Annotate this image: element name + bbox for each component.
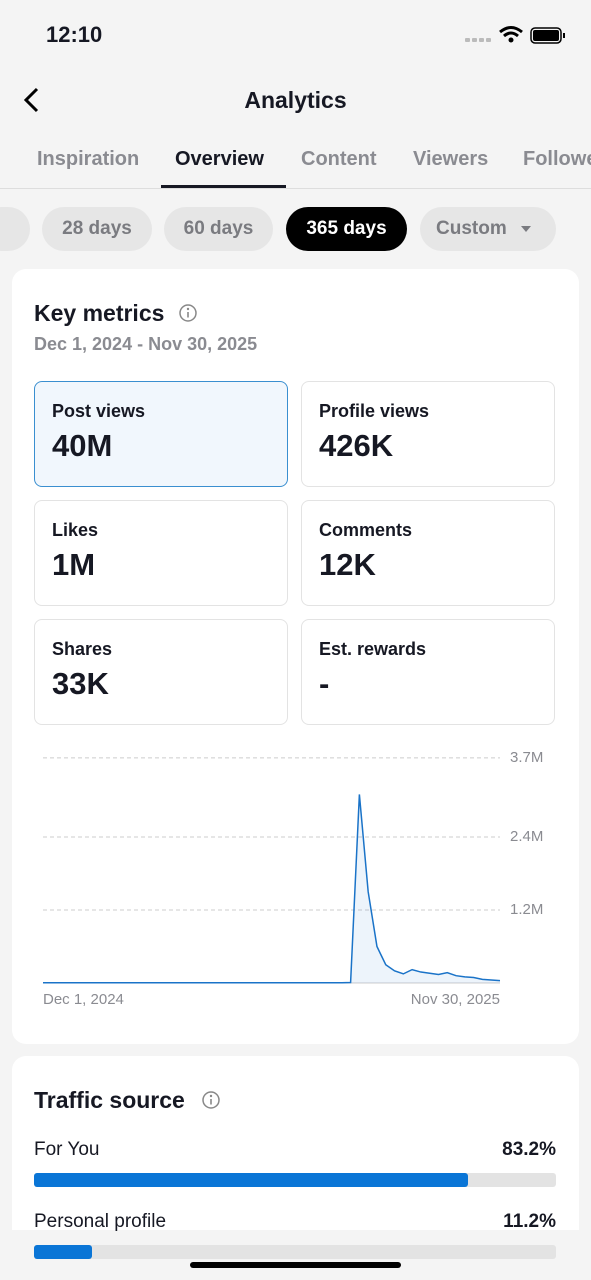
info-icon[interactable] [178,303,198,323]
tab[interactable]: Viewers [413,148,489,170]
chip-label: 60 days [183,218,254,239]
metric-value: 40M [52,428,113,463]
metric-label: Est. rewards [319,639,427,659]
metric-label: Profile views [319,401,430,421]
chip-label: 365 days [306,218,387,239]
traffic-value: 11.2% [503,1211,556,1232]
x-tick-label: Dec 1, 2024 [43,991,124,1008]
metric-label: Post views [52,401,146,421]
info-icon[interactable] [201,1090,221,1110]
status-time: 12:10 [46,22,103,47]
chart: 1.2M 2.4M 3.7M Dec 1, 2024 Nov 30, 2025 [43,749,543,1008]
traffic-track [34,1245,556,1259]
range-chip[interactable]: 28 days [42,207,152,251]
chip-label: Custom [436,218,507,239]
traffic-card [12,1056,579,1230]
y-tick-label: 2.4M [510,828,543,845]
dropdown-arrow [520,226,531,232]
y-tick-label: 1.2M [510,901,543,918]
metric-label: Comments [319,520,413,540]
y-tick-label: 3.7M [510,749,543,766]
range-chip[interactable]: 365 days [286,207,407,251]
metric-value: 12K [319,547,376,582]
range-chip[interactable] [0,207,30,251]
traffic-value: 83.2% [502,1139,556,1160]
line [43,794,501,984]
metric-value: 426K [319,428,394,463]
tab[interactable]: Overview [175,148,264,170]
metric-label: Shares [52,639,113,659]
page-title: Analytics [244,87,347,113]
metric-value: 33K [52,666,109,701]
home-indicator [190,1262,401,1268]
x-tick-label: Nov 30, 2025 [411,991,500,1008]
divider [0,188,591,189]
traffic-bar [34,1245,93,1259]
tab[interactable]: Followers [523,148,591,170]
section-title: Traffic source [34,1087,185,1113]
metric-value: - [319,666,330,701]
metric-card[interactable]: Comments 12K [301,500,555,606]
area [43,794,500,983]
tab[interactable]: Content [301,148,377,170]
traffic-label: For You [34,1139,100,1160]
traffic-bar [34,1173,469,1187]
traffic-label: Personal profile [34,1211,167,1232]
metric-card[interactable]: Est. rewards - [301,619,555,725]
metric-card[interactable]: Likes 1M [34,500,288,606]
tab[interactable]: Inspiration [37,148,140,170]
metric-card[interactable]: Post views 40M [34,381,288,487]
date-range: Dec 1, 2024 - Nov 30, 2025 [34,334,258,354]
metric-label: Likes [52,520,99,540]
metric-card[interactable]: Profile views 426K [301,381,555,487]
metric-card[interactable]: Shares 33K [34,619,288,725]
back-button[interactable] [20,86,44,114]
range-chip[interactable]: 60 days [164,207,273,251]
section-title: Key metrics [34,300,165,326]
chip-label: 28 days [62,218,132,239]
tab-underline [161,185,286,188]
status-icons [465,26,565,44]
range-chip[interactable]: Custom [420,207,556,251]
metric-value: 1M [52,547,96,582]
